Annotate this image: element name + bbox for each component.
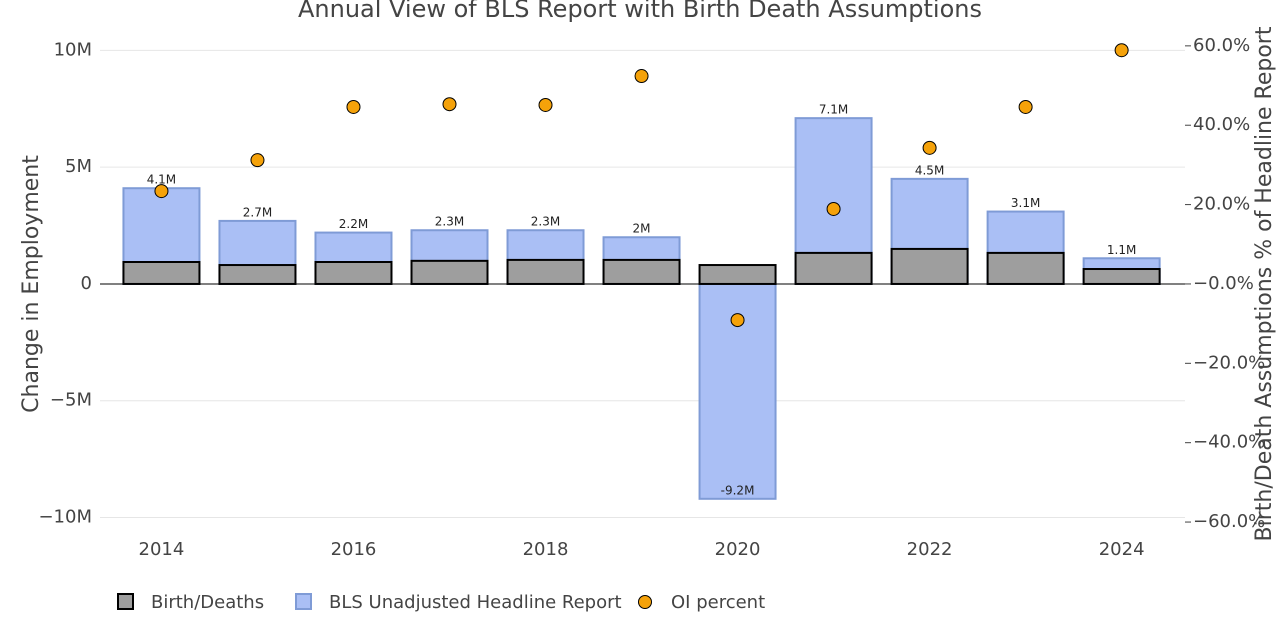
point <box>634 69 649 84</box>
bar <box>1082 268 1161 285</box>
y-axis-title: Change in Employment <box>19 155 44 413</box>
legend-swatch <box>117 593 134 610</box>
point <box>1114 43 1129 58</box>
point <box>730 313 745 328</box>
y2-tick-label: 40.0% <box>1193 114 1250 135</box>
x-tick-label: 2018 <box>523 539 569 560</box>
value-label: 2M <box>633 222 651 236</box>
y-tick-label: −10M <box>38 506 92 527</box>
y-tick-label: 10M <box>54 39 92 60</box>
bar <box>794 251 873 285</box>
legend-label: Birth/Deaths <box>151 592 264 613</box>
bar <box>602 258 681 285</box>
value-label: 4.5M <box>915 163 944 177</box>
x-tick-label: 2016 <box>331 539 377 560</box>
y2-tick-label: −40.0% <box>1193 432 1265 453</box>
value-label: 4.1M <box>147 173 176 187</box>
bar <box>410 259 489 285</box>
bar <box>218 264 297 285</box>
point <box>250 153 265 168</box>
value-label: 3.1M <box>1011 196 1040 210</box>
x-tick-label: 2024 <box>1099 539 1145 560</box>
point <box>442 97 457 112</box>
bar <box>122 261 201 285</box>
value-label: 2.2M <box>339 217 368 231</box>
bar <box>890 247 969 285</box>
value-label: 7.1M <box>819 103 848 117</box>
y-tick-label: −5M <box>50 390 92 411</box>
y2-tick-label: 60.0% <box>1193 35 1250 56</box>
legend-label: BLS Unadjusted Headline Report <box>329 592 622 613</box>
chart-title: Annual View of BLS Report with Birth Dea… <box>298 0 982 23</box>
point <box>1018 99 1033 114</box>
point <box>922 140 937 155</box>
y2-tick-label: 20.0% <box>1193 194 1250 215</box>
value-label: 2.3M <box>435 215 464 229</box>
x-tick-label: 2020 <box>715 539 761 560</box>
value-label: 1.1M <box>1107 243 1136 257</box>
legend-swatch <box>638 595 652 609</box>
y-tick-label: 5M <box>65 156 92 177</box>
y2-axis-title: Birth/Death Assumptions % of Headline Re… <box>1252 26 1277 541</box>
bar <box>986 251 1065 285</box>
value-label: 2.7M <box>243 205 272 219</box>
point <box>538 97 553 112</box>
bar <box>506 258 585 285</box>
point <box>826 201 841 216</box>
legend-swatch <box>295 593 312 610</box>
y-tick-label: 0 <box>81 273 92 294</box>
x-tick-label: 2014 <box>139 539 185 560</box>
y2-tick-label: −0.0% <box>1193 273 1254 294</box>
legend-label: OI percent <box>671 592 765 613</box>
x-tick-label: 2022 <box>907 539 953 560</box>
y2-tick-label: −20.0% <box>1193 352 1265 373</box>
value-label: 2.3M <box>531 215 560 229</box>
value-label: -9.2M <box>721 483 755 497</box>
point <box>154 184 169 199</box>
bar <box>314 261 393 285</box>
bar <box>698 264 777 285</box>
y2-tick-label: −60.0% <box>1193 511 1265 532</box>
point <box>346 99 361 114</box>
